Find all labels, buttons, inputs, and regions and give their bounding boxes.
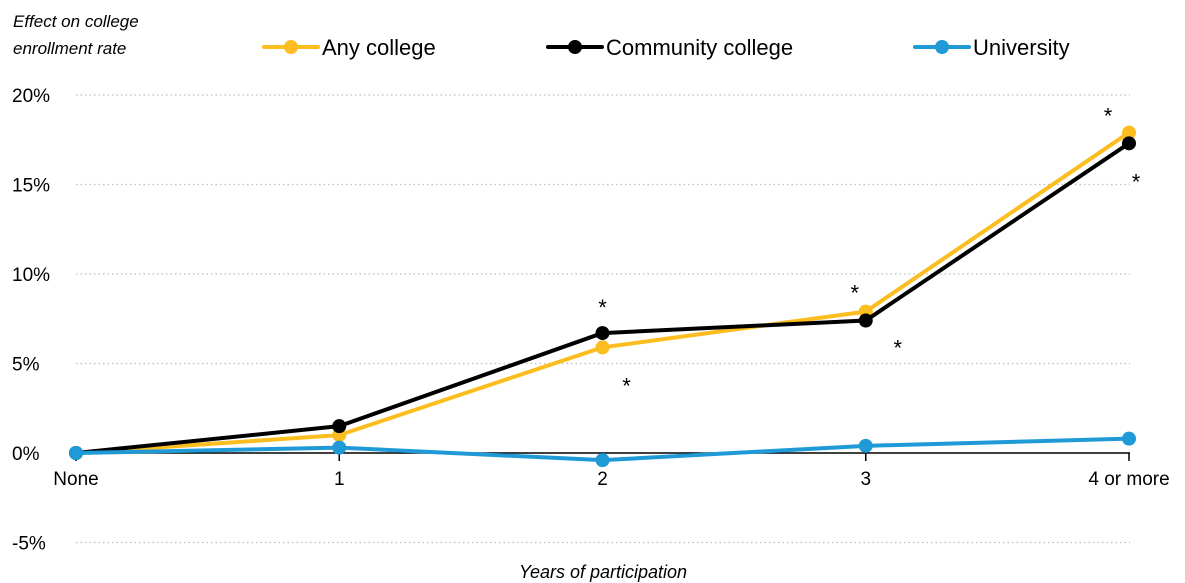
legend-marker-community-college [568, 40, 582, 54]
legend: Any college Community college University [262, 35, 1070, 60]
y-tick-label: 5% [12, 355, 40, 376]
data-point-university [1122, 431, 1136, 446]
legend-label-university: University [973, 35, 1070, 60]
data-point-university [69, 446, 83, 460]
gridlines [76, 94, 1130, 544]
x-tick-label: 2 [597, 469, 608, 490]
y-axis-title-line-2: enrollment rate [13, 39, 126, 58]
legend-label-any-college: Any college [322, 35, 436, 60]
significance-asterisk: * [1104, 104, 1113, 129]
x-tick-label: 3 [860, 469, 871, 490]
data-point-any-college [595, 340, 610, 355]
legend-label-community-college: Community college [606, 35, 793, 60]
y-tick-label: 0% [12, 444, 40, 465]
series-group [69, 125, 1136, 468]
y-tick-label: 10% [12, 265, 50, 286]
y-tick-label: 15% [12, 176, 50, 197]
y-axis-title-line-1: Effect on college [13, 12, 139, 31]
y-tick-label: -5% [12, 534, 46, 555]
significance-asterisk: * [1132, 169, 1141, 194]
data-point-community-college [858, 313, 873, 328]
significance-asterisk: * [893, 336, 902, 361]
x-axis: None 1 2 3 4 or more [53, 452, 1170, 490]
x-tick-label: None [53, 469, 98, 490]
x-tick-label: 4 or more [1088, 469, 1169, 490]
data-point-university [595, 453, 610, 468]
legend-marker-university [935, 40, 949, 54]
significance-markers: * * * * * * [598, 104, 1141, 399]
significance-asterisk: * [850, 281, 859, 306]
data-point-any-college [1122, 125, 1136, 140]
y-axis-ticks: -5% 0% 5% 10% 15% 20% [12, 86, 50, 555]
series-line-any-college [74, 130, 1131, 455]
significance-asterisk: * [622, 373, 631, 398]
x-tick-label: 1 [334, 469, 345, 490]
data-point-community-college [1122, 136, 1136, 151]
data-point-university [858, 438, 873, 453]
legend-marker-any-college [284, 40, 298, 54]
data-point-community-college [332, 419, 347, 434]
x-axis-title: Years of participation [519, 562, 687, 582]
y-tick-label: 20% [12, 86, 50, 107]
data-point-university [332, 440, 347, 455]
data-point-community-college [595, 326, 610, 341]
significance-asterisk: * [598, 295, 607, 320]
y-axis-title: Effect on college enrollment rate [13, 12, 139, 58]
